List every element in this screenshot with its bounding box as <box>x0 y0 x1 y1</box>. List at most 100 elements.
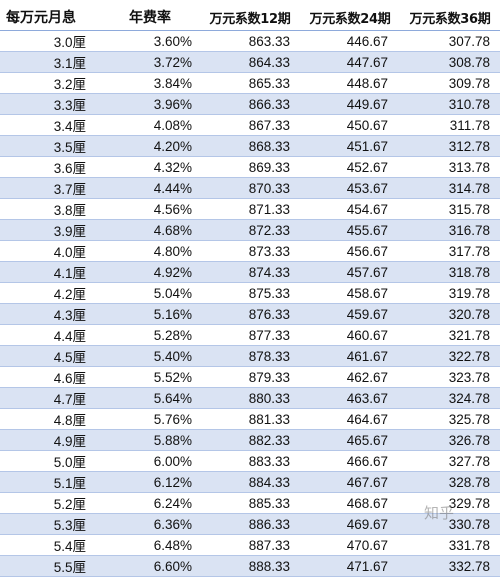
cell-annual-rate: 4.32% <box>100 156 200 178</box>
cell-monthly-rate: 5.1厘 <box>0 471 100 493</box>
cell-annual-rate: 5.16% <box>100 303 200 325</box>
cell-monthly-rate: 3.7厘 <box>0 177 100 199</box>
table-row: 3.3厘 3.96% 866.33 449.67 310.78 <box>0 93 500 115</box>
cell-coef-24: 458.67 <box>300 282 400 304</box>
cell-monthly-rate: 4.3厘 <box>0 303 100 325</box>
cell-coef-24: 447.67 <box>300 51 400 73</box>
cell-annual-rate: 5.04% <box>100 282 200 304</box>
cell-coef-24: 457.67 <box>300 261 400 283</box>
cell-annual-rate: 3.72% <box>100 51 200 73</box>
cell-monthly-rate: 5.3厘 <box>0 513 100 535</box>
cell-annual-rate: 4.56% <box>100 198 200 220</box>
cell-coef-12: 869.33 <box>200 156 300 178</box>
cell-coef-36: 320.78 <box>400 303 500 325</box>
cell-coef-24: 452.67 <box>300 156 400 178</box>
rate-table: 每万元月息 年费率 万元系数12期 万元系数24期 万元系数36期 3.0厘 3.… <box>0 4 500 577</box>
cell-coef-24: 470.67 <box>300 534 400 556</box>
cell-coef-12: 888.33 <box>200 555 300 577</box>
table-row: 3.2厘 3.84% 865.33 448.67 309.78 <box>0 72 500 94</box>
cell-coef-12: 876.33 <box>200 303 300 325</box>
cell-coef-24: 460.67 <box>300 324 400 346</box>
cell-coef-36: 316.78 <box>400 219 500 241</box>
cell-coef-12: 883.33 <box>200 450 300 472</box>
cell-coef-36: 318.78 <box>400 261 500 283</box>
cell-annual-rate: 6.48% <box>100 534 200 556</box>
header-monthly-rate: 每万元月息 <box>0 4 100 31</box>
cell-coef-12: 868.33 <box>200 135 300 157</box>
cell-coef-24: 454.67 <box>300 198 400 220</box>
table-row: 3.6厘 4.32% 869.33 452.67 313.78 <box>0 156 500 178</box>
cell-monthly-rate: 3.1厘 <box>0 51 100 73</box>
cell-monthly-rate: 3.8厘 <box>0 198 100 220</box>
cell-coef-24: 462.67 <box>300 366 400 388</box>
cell-annual-rate: 5.76% <box>100 408 200 430</box>
table-row: 5.5厘 6.60% 888.33 471.67 332.78 <box>0 555 500 577</box>
table-row: 5.2厘 6.24% 885.33 468.67 329.78 <box>0 492 500 514</box>
table-row: 3.4厘 4.08% 867.33 450.67 311.78 <box>0 114 500 136</box>
cell-coef-24: 463.67 <box>300 387 400 409</box>
cell-coef-36: 327.78 <box>400 450 500 472</box>
cell-coef-12: 873.33 <box>200 240 300 262</box>
cell-coef-24: 449.67 <box>300 93 400 115</box>
cell-monthly-rate: 5.2厘 <box>0 492 100 514</box>
cell-coef-12: 884.33 <box>200 471 300 493</box>
cell-coef-36: 321.78 <box>400 324 500 346</box>
cell-coef-36: 332.78 <box>400 555 500 577</box>
header-annual-rate: 年费率 <box>100 4 200 31</box>
cell-monthly-rate: 4.7厘 <box>0 387 100 409</box>
cell-coef-24: 461.67 <box>300 345 400 367</box>
cell-coef-12: 885.33 <box>200 492 300 514</box>
cell-coef-12: 887.33 <box>200 534 300 556</box>
cell-coef-24: 448.67 <box>300 72 400 94</box>
cell-coef-36: 331.78 <box>400 534 500 556</box>
table-row: 5.3厘 6.36% 886.33 469.67 330.78 <box>0 513 500 535</box>
cell-coef-12: 863.33 <box>200 30 300 52</box>
table-row: 4.4厘 5.28% 877.33 460.67 321.78 <box>0 324 500 346</box>
table-row: 3.7厘 4.44% 870.33 453.67 314.78 <box>0 177 500 199</box>
table-row: 3.1厘 3.72% 864.33 447.67 308.78 <box>0 51 500 73</box>
cell-coef-12: 864.33 <box>200 51 300 73</box>
cell-coef-24: 467.67 <box>300 471 400 493</box>
cell-monthly-rate: 3.5厘 <box>0 135 100 157</box>
cell-coef-24: 465.67 <box>300 429 400 451</box>
cell-coef-12: 875.33 <box>200 282 300 304</box>
cell-monthly-rate: 3.2厘 <box>0 72 100 94</box>
cell-coef-36: 328.78 <box>400 471 500 493</box>
table-row: 4.3厘 5.16% 876.33 459.67 320.78 <box>0 303 500 325</box>
cell-annual-rate: 3.60% <box>100 30 200 52</box>
cell-coef-12: 881.33 <box>200 408 300 430</box>
table-row: 3.9厘 4.68% 872.33 455.67 316.78 <box>0 219 500 241</box>
cell-monthly-rate: 4.4厘 <box>0 324 100 346</box>
cell-coef-24: 468.67 <box>300 492 400 514</box>
cell-coef-36: 309.78 <box>400 72 500 94</box>
cell-annual-rate: 6.60% <box>100 555 200 577</box>
cell-annual-rate: 5.64% <box>100 387 200 409</box>
cell-annual-rate: 5.88% <box>100 429 200 451</box>
rate-table-body: 3.0厘 3.60% 863.33 446.67 307.78 3.1厘 3.72% 864.… <box>0 30 500 577</box>
cell-coef-12: 874.33 <box>200 261 300 283</box>
cell-coef-12: 886.33 <box>200 513 300 535</box>
cell-monthly-rate: 3.4厘 <box>0 114 100 136</box>
cell-coef-24: 453.67 <box>300 177 400 199</box>
cell-coef-12: 872.33 <box>200 219 300 241</box>
cell-monthly-rate: 4.6厘 <box>0 366 100 388</box>
cell-annual-rate: 3.84% <box>100 72 200 94</box>
cell-coef-36: 330.78 <box>400 513 500 535</box>
table-row: 4.7厘 5.64% 880.33 463.67 324.78 <box>0 387 500 409</box>
table-row: 3.8厘 4.56% 871.33 454.67 315.78 <box>0 198 500 220</box>
cell-coef-12: 871.33 <box>200 198 300 220</box>
cell-coef-36: 323.78 <box>400 366 500 388</box>
cell-coef-12: 867.33 <box>200 114 300 136</box>
cell-annual-rate: 5.40% <box>100 345 200 367</box>
table-row: 3.5厘 4.20% 868.33 451.67 312.78 <box>0 135 500 157</box>
cell-monthly-rate: 4.9厘 <box>0 429 100 451</box>
cell-coef-24: 446.67 <box>300 30 400 52</box>
table-row: 4.2厘 5.04% 875.33 458.67 319.78 <box>0 282 500 304</box>
cell-coef-36: 308.78 <box>400 51 500 73</box>
cell-coef-24: 466.67 <box>300 450 400 472</box>
cell-coef-36: 324.78 <box>400 387 500 409</box>
cell-coef-12: 879.33 <box>200 366 300 388</box>
table-row: 4.6厘 5.52% 879.33 462.67 323.78 <box>0 366 500 388</box>
cell-monthly-rate: 5.0厘 <box>0 450 100 472</box>
cell-coef-36: 329.78 <box>400 492 500 514</box>
